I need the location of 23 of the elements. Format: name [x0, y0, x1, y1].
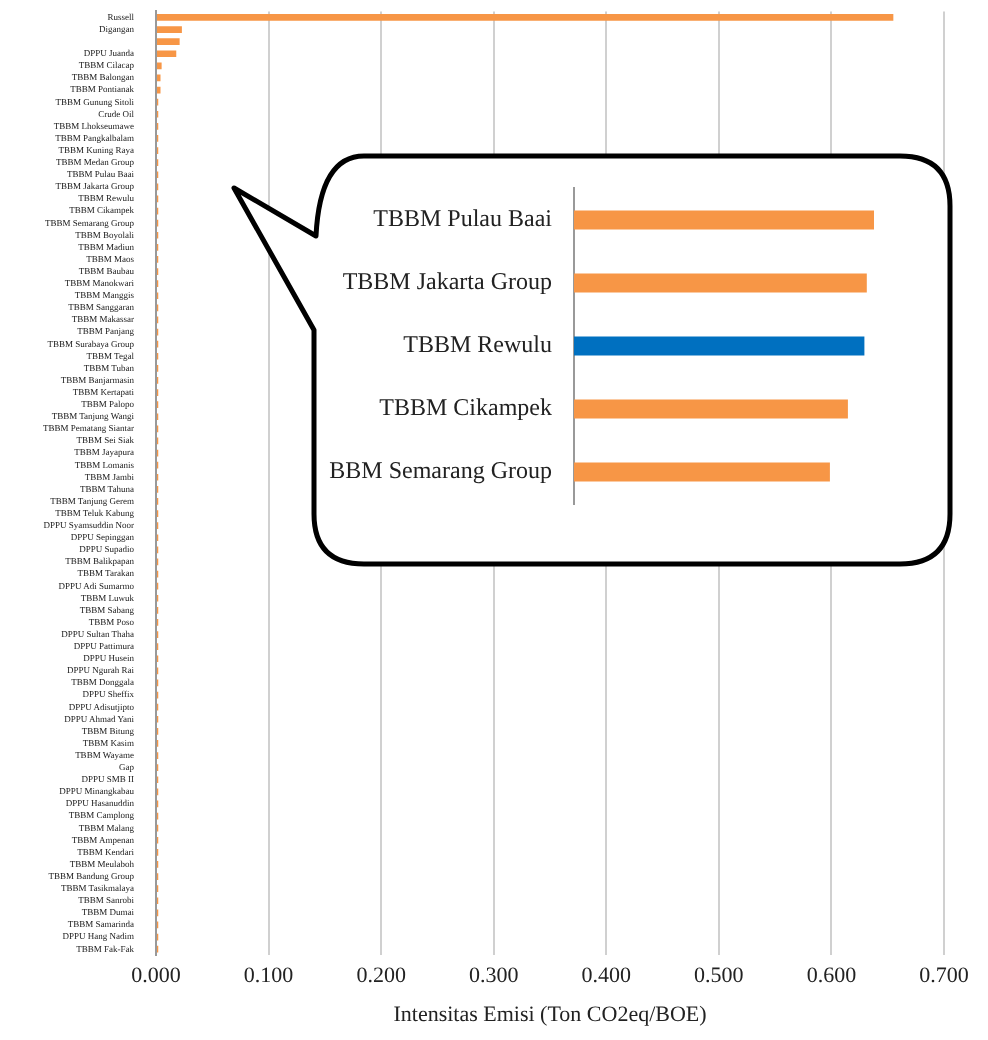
y-tick-label: TBBM Cikampek [379, 393, 552, 422]
bar [157, 14, 894, 21]
bar [157, 38, 180, 45]
bar [574, 273, 867, 293]
y-tick-label: TBBM Jakarta Group [342, 267, 552, 296]
bar [574, 336, 865, 356]
bar [157, 50, 177, 58]
x-tick-label: 0.400 [581, 964, 633, 989]
y-tick-label: BBM Semarang Group [329, 456, 552, 485]
x-tick-label: 0.100 [243, 964, 295, 989]
x-tick-label: 0.600 [806, 964, 858, 989]
x-tick-label: 0.300 [468, 964, 520, 989]
bar [574, 210, 874, 230]
x-tick-label: 0.700 [919, 964, 970, 989]
bar [157, 26, 182, 33]
bar [574, 462, 830, 482]
x-tick-label: 0.500 [694, 964, 745, 989]
y-tick-label: TBBM Rewulu [403, 330, 552, 359]
x-tick-label: 0.000 [131, 964, 182, 989]
bar [574, 399, 848, 419]
y-tick-label: TBBM Pulau Baai [373, 204, 554, 233]
x-tick-label: 0.200 [356, 964, 407, 989]
x-axis-title: Intensitas Emisi (Ton CO2eq/BOE) [393, 1002, 708, 1027]
